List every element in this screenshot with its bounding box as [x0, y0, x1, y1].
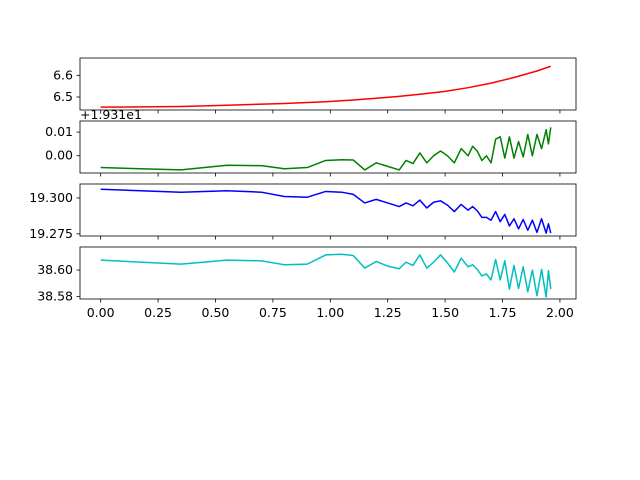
offset-label-2: +1.931e1: [80, 107, 142, 122]
y-tick-label-3-1: 19.275: [29, 226, 73, 241]
y-tick-label-2-2: 0.01: [45, 124, 73, 139]
series-line-1: [100, 65, 551, 108]
axes-frame-4: [79, 246, 577, 300]
subplot-4: 38.58 38.60 0.00 0.25 0.50 0.75 1.00 1.25 1.50 1.…: [37, 246, 577, 320]
subplot-1: 6.56.6: [53, 57, 577, 114]
x-tick-label-5: 1.00: [316, 305, 344, 320]
y-tick-label-4-1: 38.58: [37, 288, 73, 303]
axes-frame-2: [79, 120, 577, 174]
subplot-2: 0.00 0.01 +1.931e1: [45, 107, 577, 177]
subplot-3: 19.275 19.300: [29, 183, 577, 241]
series-line-3: [100, 188, 552, 234]
y-tick-label-4-2: 38.60: [37, 262, 73, 277]
x-tick-label-2: 0.25: [144, 305, 172, 320]
y-tick-label-1-1: 6.5: [53, 89, 73, 104]
axes-frame-3: [79, 183, 577, 237]
series-line-2: [100, 127, 552, 171]
series-line-4: [100, 253, 552, 298]
x-tick-label-7: 1.50: [431, 305, 459, 320]
x-tick-label-9: 2.00: [546, 305, 574, 320]
x-tick-label-8: 1.75: [489, 305, 517, 320]
y-tick-label-1-2: 6.6: [53, 67, 73, 82]
y-tick-label-2-1: 0.00: [45, 148, 73, 163]
x-tick-label-6: 1.25: [374, 305, 402, 320]
x-tick-label-1: 0.00: [87, 305, 115, 320]
y-tick-label-3-2: 19.300: [29, 190, 73, 205]
axes-frame-1: [79, 57, 577, 111]
x-tick-label-4: 0.75: [259, 305, 287, 320]
x-tick-label-3: 0.50: [202, 305, 230, 320]
